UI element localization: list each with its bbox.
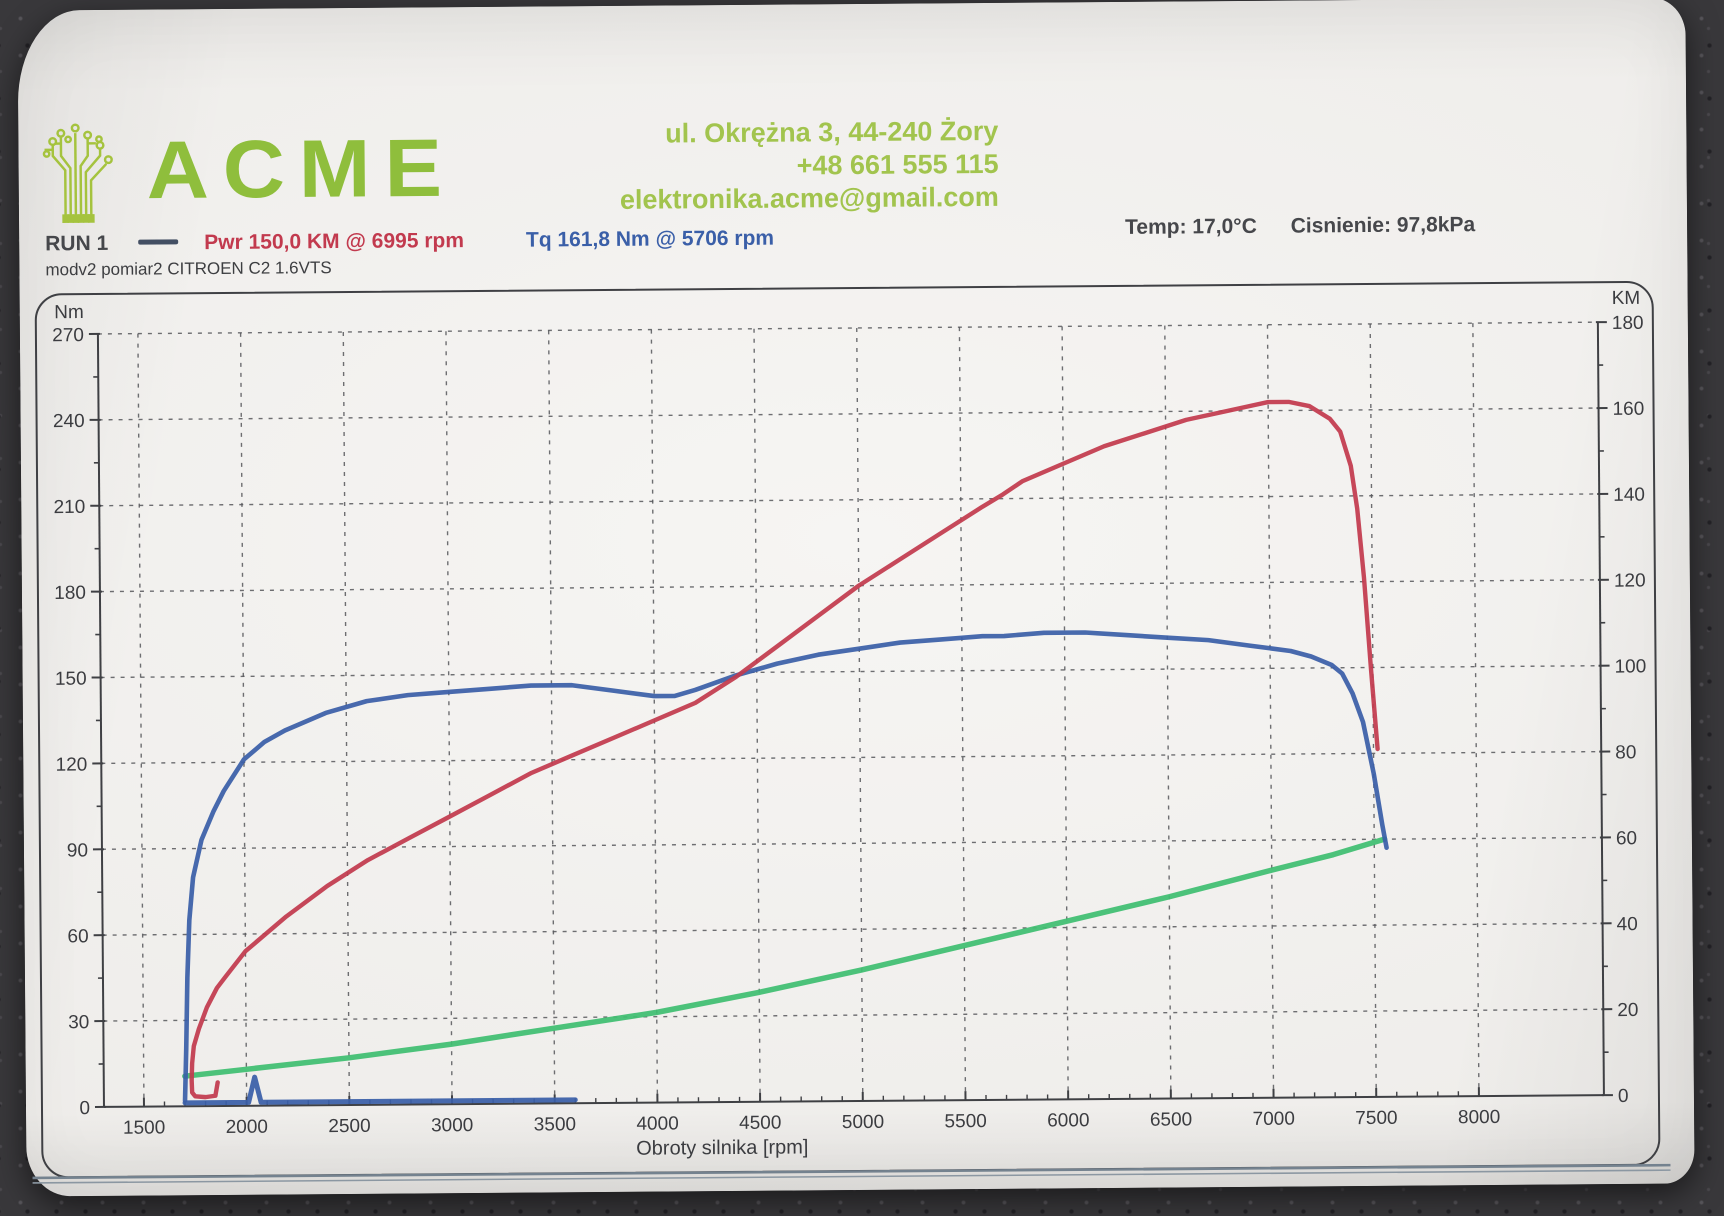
right-axis-tick-label: 100 — [1614, 656, 1646, 677]
pressure-value: Cisnienie: 97,8kPa — [1290, 213, 1476, 238]
x-axis-tick-label: 7500 — [1355, 1108, 1397, 1129]
x-axis-tick-label: 8000 — [1458, 1107, 1500, 1128]
left-axis-tick-label: 60 — [67, 926, 88, 947]
right-axis-tick-label: 80 — [1615, 742, 1636, 763]
x-axis-tick-label: 4000 — [636, 1113, 678, 1134]
left-axis-tick-label: 180 — [54, 583, 86, 604]
x-axis-caption: Obroty silnika [rpm] — [636, 1136, 808, 1159]
curve-speed — [182, 836, 1388, 1079]
right-axis-caption: KM — [1612, 288, 1641, 309]
left-axis-tick-label: 210 — [53, 497, 85, 518]
x-axis-tick-label: 3000 — [431, 1115, 473, 1136]
v-gridline — [1472, 323, 1480, 1097]
dyno-chart: 0 30 60 90 120 150 180 210 240 270 0 20 40 60 80 100 120… — [32, 280, 1671, 1184]
h-gridline — [101, 836, 1602, 850]
h-gridline — [97, 321, 1598, 335]
acme-circuit-tree-icon — [42, 123, 113, 223]
v-gridline — [958, 327, 967, 1101]
x-axis-tick-label: 3500 — [534, 1114, 576, 1135]
v-gridline — [342, 332, 351, 1106]
run-description: modv2 pomiar2 CITROEN C2 1.6VTS — [45, 258, 332, 280]
x-axis-tick-label: 5000 — [842, 1112, 884, 1133]
v-gridline — [753, 328, 761, 1102]
left-axis-tick-label: 270 — [52, 325, 84, 346]
left-axis-tick-label: 240 — [53, 411, 85, 432]
v-gridline — [547, 330, 556, 1104]
right-axis-tick-label: 0 — [1618, 1086, 1629, 1107]
temperature-value: Temp: 17,0°C — [1125, 214, 1257, 239]
h-gridline — [101, 750, 1602, 765]
x-axis-tick-label: 1500 — [123, 1117, 165, 1138]
left-axis-tick-label: 0 — [79, 1098, 90, 1119]
power-result: Pwr 150,0 KM @ 6995 rpm — [204, 229, 465, 255]
right-axis-tick-label: 60 — [1616, 828, 1637, 849]
run-result-line: RUN 1 Pwr 150,0 KM @ 6995 rpm Tq 161,8 Nm … — [45, 227, 774, 257]
h-gridline — [102, 922, 1603, 936]
address-line-phone: +48 661 555 115 — [796, 148, 999, 181]
curves-group — [182, 399, 1389, 1106]
right-axis-tick-label: 140 — [1613, 485, 1645, 506]
conditions-line: Temp: 17,0°C Cisnienie: 97,8kPa — [1097, 213, 1475, 240]
v-gridline — [650, 329, 659, 1103]
v-gridline — [445, 331, 453, 1105]
h-gridline — [100, 665, 1601, 679]
left-axis-line — [96, 333, 105, 1107]
x-axis-tick-label: 4500 — [739, 1113, 781, 1134]
dyno-printout-paper: ACME ul. Okrężna 3, 44-240 Żory +48 661 … — [17, 0, 1695, 1197]
address-line-email: elektronika.acme@gmail.com — [619, 181, 999, 215]
h-gridline — [99, 579, 1600, 593]
v-gridline — [1164, 325, 1172, 1099]
torque-result: Tq 161,8 Nm @ 5706 rpm — [525, 226, 775, 252]
x-axis-line — [103, 1094, 1604, 1108]
curve-torque-baseline — [182, 1074, 578, 1106]
acme-logo-text: ACME — [146, 122, 457, 217]
x-axis-tick-label: 2000 — [226, 1117, 268, 1138]
x-axis-tick-label: 7000 — [1253, 1109, 1295, 1130]
v-gridline — [239, 332, 248, 1106]
v-gridline — [1061, 326, 1069, 1100]
x-axis-tick-label: 5500 — [944, 1111, 986, 1132]
right-axis-tick-label: 40 — [1617, 914, 1638, 935]
h-gridline — [99, 493, 1600, 507]
v-gridline — [137, 333, 145, 1107]
right-axis-tick-label: 180 — [1612, 313, 1644, 334]
footer-line-bottom — [32, 1169, 1671, 1184]
left-axis-tick-label: 90 — [67, 840, 88, 861]
left-axis-tick-label: 30 — [68, 1012, 89, 1033]
x-axis-tick-label: 6000 — [1047, 1110, 1089, 1131]
run-legend-line — [138, 239, 179, 245]
v-gridline — [856, 327, 864, 1101]
shop-address: ul. Okrężna 3, 44-240 Żory +48 661 555 1… — [438, 115, 999, 218]
v-gridline — [1266, 324, 1275, 1098]
left-axis-tick-label: 120 — [56, 754, 88, 775]
h-gridline — [98, 407, 1599, 421]
chart-frame — [34, 280, 1661, 1179]
right-axis-line — [1596, 322, 1605, 1096]
x-axis-tick-label: 2500 — [328, 1116, 370, 1137]
left-axis-tick-label: 150 — [55, 669, 87, 690]
run-label: RUN 1 — [45, 231, 109, 256]
right-axis-tick-label: 160 — [1612, 399, 1644, 420]
right-axis-tick-label: 20 — [1617, 1000, 1638, 1021]
curve-power — [189, 399, 1380, 1100]
address-line-street: ul. Okrężna 3, 44-240 Żory — [665, 115, 999, 149]
x-axis-tick-label: 6500 — [1150, 1109, 1192, 1130]
left-axis-caption: Nm — [54, 302, 84, 323]
right-axis-tick-label: 120 — [1614, 570, 1646, 591]
footer-line-top — [32, 1163, 1671, 1180]
h-gridline — [103, 1008, 1604, 1022]
curve-torque — [182, 630, 1389, 1103]
